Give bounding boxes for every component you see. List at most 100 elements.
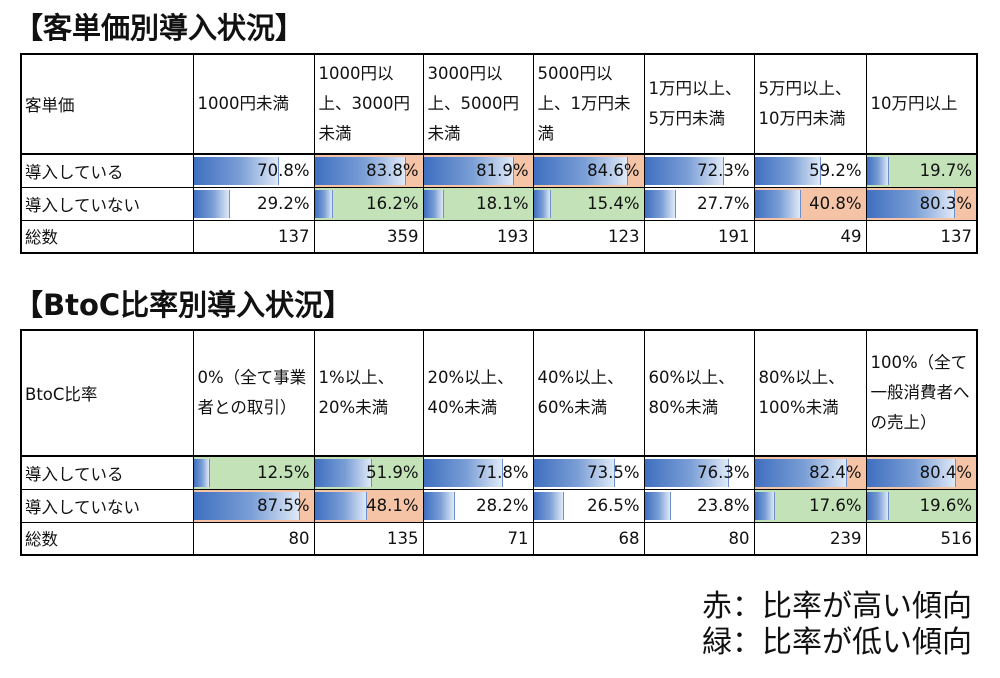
data-bar xyxy=(755,189,801,218)
total-cell: 239 xyxy=(753,521,867,556)
data-bar xyxy=(755,157,822,185)
percent-cell: 40.8% xyxy=(753,186,867,221)
data-bar xyxy=(194,459,210,487)
percent-value: 18.1% xyxy=(476,194,529,213)
percent-cell: 15.4% xyxy=(532,186,645,221)
row-label: 総数 xyxy=(20,219,194,254)
total-cell: 80 xyxy=(192,521,315,556)
percent-value: 40.8% xyxy=(809,194,862,213)
percent-value: 71.8% xyxy=(476,463,529,483)
adopted-row: 導入している 12.5% 51.9% 71.8% 73.5% 76.3% 82.4% 80.4… xyxy=(20,455,978,490)
data-bar xyxy=(755,459,847,487)
total-cell: 80 xyxy=(643,521,755,556)
percent-cell: 81.9% xyxy=(422,153,534,188)
percent-cell: 80.3% xyxy=(865,186,978,221)
data-bar xyxy=(534,189,552,218)
percent-cell: 27.7% xyxy=(643,186,755,221)
header-label: BtoC比率 xyxy=(20,329,194,457)
percent-value: 19.6% xyxy=(919,496,972,515)
adopted-row: 導入している 70.8% 83.8% 81.9% 84.6% 72.3% 59.2% 19.7… xyxy=(20,153,978,188)
column-header: 60%以上、80%未満 xyxy=(643,329,755,457)
percent-value: 19.7% xyxy=(919,161,972,181)
row-label: 導入していない xyxy=(20,488,194,523)
percent-value: 48.1% xyxy=(366,496,419,515)
table1-price-adoption: 客単価 1000円未満 1000円以上、3000円未満 3000円以上、5000円未満… xyxy=(20,53,978,254)
data-bar xyxy=(645,459,729,487)
data-bar xyxy=(755,491,776,520)
total-cell: 123 xyxy=(532,219,645,254)
percent-cell: 29.2% xyxy=(192,186,315,221)
percent-cell: 76.3% xyxy=(643,455,755,490)
percent-cell: 19.6% xyxy=(865,488,978,523)
percent-value: 80.4% xyxy=(919,463,972,483)
legend-red: 赤：比率が高い傾向 xyxy=(702,589,972,624)
data-bar xyxy=(194,157,280,185)
total-cell: 516 xyxy=(865,521,978,556)
row-label: 導入していない xyxy=(20,186,194,221)
percent-value: 51.9% xyxy=(366,463,419,483)
column-header: 10万円以上 xyxy=(865,53,978,155)
total-row: 総数 137 359 193 123 191 49 137 xyxy=(20,219,978,254)
percent-cell: 59.2% xyxy=(753,153,867,188)
percent-cell: 51.9% xyxy=(313,455,424,490)
percent-cell: 26.5% xyxy=(532,488,645,523)
column-header: 5000円以上、1万円未満 xyxy=(532,53,645,155)
column-header: 80%以上、100%未満 xyxy=(753,329,867,457)
percent-cell: 18.1% xyxy=(422,186,534,221)
data-bar xyxy=(867,157,890,185)
percent-cell: 80.4% xyxy=(865,455,978,490)
percent-cell: 83.8% xyxy=(313,153,424,188)
data-bar xyxy=(315,459,372,487)
percent-value: 23.8% xyxy=(697,496,750,515)
data-bar xyxy=(424,157,514,185)
table1-title: 【客単価別導入状況】 xyxy=(14,11,305,45)
row-label: 導入している xyxy=(20,153,194,188)
percent-cell: 28.2% xyxy=(422,488,534,523)
column-header: 40%以上、60%未満 xyxy=(532,329,645,457)
data-bar xyxy=(194,491,300,520)
total-cell: 49 xyxy=(753,219,867,254)
column-header: 0%（全て事業者との取引） xyxy=(192,329,315,457)
data-bar xyxy=(867,491,889,520)
percent-cell: 72.3% xyxy=(643,153,755,188)
total-row: 総数 80 135 71 68 80 239 516 xyxy=(20,521,978,556)
data-bar xyxy=(534,491,564,520)
column-header: 5万円以上、10万円未満 xyxy=(753,53,867,155)
data-bar xyxy=(645,157,725,185)
percent-value: 16.2% xyxy=(366,194,419,213)
percent-value: 81.9% xyxy=(476,161,529,181)
percent-value: 84.6% xyxy=(587,161,640,181)
header-label: 客単価 xyxy=(20,53,194,155)
total-cell: 137 xyxy=(192,219,315,254)
percent-value: 87.5% xyxy=(257,496,310,515)
column-header: 1万円以上、5万円未満 xyxy=(643,53,755,155)
percent-cell: 71.8% xyxy=(422,455,534,490)
percent-value: 70.8% xyxy=(257,161,310,181)
percent-cell: 48.1% xyxy=(313,488,424,523)
data-bar xyxy=(424,189,445,218)
percent-value: 83.8% xyxy=(366,161,419,181)
percent-value: 26.5% xyxy=(587,496,640,515)
total-cell: 135 xyxy=(313,521,424,556)
table2-title: 【BtoC比率別導入状況】 xyxy=(14,288,353,322)
percent-cell: 19.7% xyxy=(865,153,978,188)
row-label: 総数 xyxy=(20,521,194,556)
column-header: 20%以上、40%未満 xyxy=(422,329,534,457)
percent-cell: 87.5% xyxy=(192,488,315,523)
data-bar xyxy=(194,189,230,218)
data-bar xyxy=(867,189,956,218)
data-bar xyxy=(424,491,456,520)
data-bar xyxy=(315,157,406,185)
percent-value: 17.6% xyxy=(809,496,862,515)
percent-value: 72.3% xyxy=(697,161,750,181)
percent-value: 73.5% xyxy=(587,463,640,483)
percent-cell: 82.4% xyxy=(753,455,867,490)
percent-value: 29.2% xyxy=(257,194,310,213)
column-header: 100%（全て一般消費者への売上） xyxy=(865,329,978,457)
percent-cell: 17.6% xyxy=(753,488,867,523)
percent-value: 28.2% xyxy=(476,496,529,515)
total-cell: 71 xyxy=(422,521,534,556)
total-cell: 359 xyxy=(313,219,424,254)
table2-btoc-adoption: BtoC比率 0%（全て事業者との取引） 1%以上、20%未満 20%以上、40%未満… xyxy=(20,329,978,556)
percent-value: 15.4% xyxy=(587,194,640,213)
